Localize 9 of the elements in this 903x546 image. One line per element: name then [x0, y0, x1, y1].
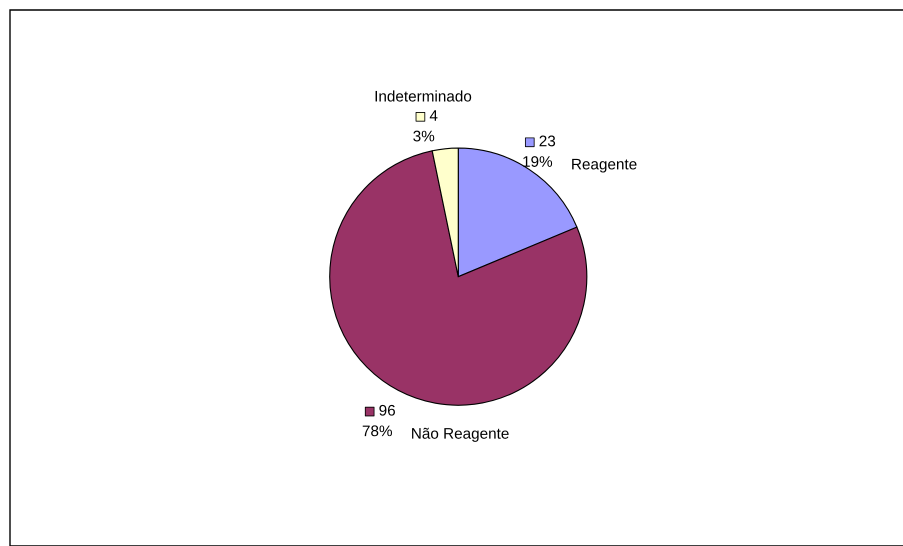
text: 3%	[413, 130, 434, 142]
data-label: 96	[379, 404, 395, 416]
slice-label: Não Reagente	[412, 428, 509, 442]
text: 78%	[362, 425, 392, 436]
slice-label: Indeterminado	[376, 90, 472, 102]
slice-label: Reagente	[572, 158, 636, 173]
data-label: 4	[430, 110, 438, 121]
data-label: 23	[540, 136, 556, 146]
text: 19%	[523, 156, 552, 167]
